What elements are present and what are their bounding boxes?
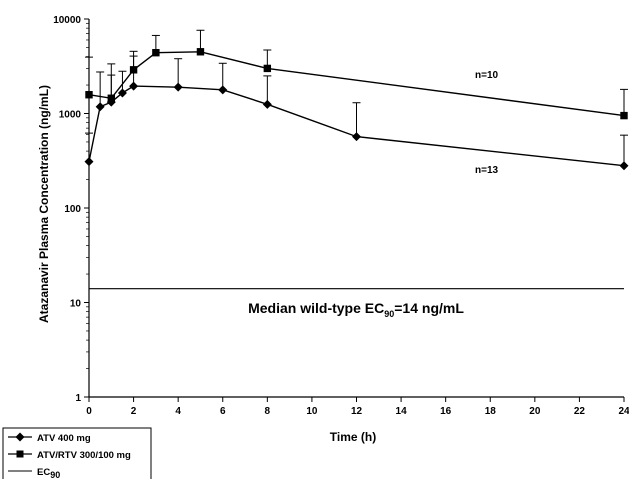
series-markers	[84, 48, 629, 171]
annotation-n-lower: n=13	[475, 165, 499, 176]
x-tick-label: 0	[86, 406, 92, 417]
x-tick-label: 4	[175, 406, 181, 417]
y-tick-label: 100	[64, 204, 81, 215]
x-tick-label: 6	[220, 406, 226, 417]
x-tick-label: 10	[306, 406, 318, 417]
point-atv-rtv	[152, 48, 160, 57]
x-tick-label: 14	[396, 406, 408, 417]
legend-square-icon	[16, 450, 24, 458]
point-atv-rtv	[196, 48, 205, 56]
series-line-atv	[88, 85, 625, 167]
x-tick-label: 12	[351, 406, 363, 417]
ec90-annotation: Median wild-type EC90=14 ng/mL	[248, 300, 464, 319]
error-bars	[85, 29, 628, 166]
x-tick-label: 16	[440, 406, 452, 417]
point-atv-rtv	[129, 66, 138, 74]
x-axis-title: Time (h)	[330, 430, 376, 444]
legend-diamond-icon	[15, 432, 25, 442]
point-atv	[129, 81, 139, 91]
point-atv-rtv	[620, 111, 628, 120]
legend-item-atv: ATV 400 mg	[37, 433, 91, 444]
point-atv	[173, 82, 183, 92]
y-axis-title: Atazanavir Plasma Concentration (ng/mL)	[37, 85, 51, 323]
legend: ATV 400 mg ATV/RTV 300/100 mg EC90	[2, 427, 152, 479]
point-atv	[95, 102, 105, 112]
point-atv	[84, 157, 94, 167]
y-tick-label: 10000	[53, 15, 81, 26]
y-tick-label: 10	[70, 299, 82, 310]
legend-item-atv-rtv: ATV/RTV 300/100 mg	[37, 450, 131, 461]
y-tick-label: 1000	[59, 110, 82, 121]
point-atv-rtv	[107, 94, 115, 102]
point-atv	[352, 132, 361, 142]
point-atv	[117, 88, 127, 98]
y-tick-label: 1	[75, 393, 81, 404]
point-atv-rtv	[85, 91, 93, 99]
point-atv-rtv	[263, 64, 272, 73]
x-tick-label: 18	[485, 406, 497, 417]
annotation-n-upper: n=10	[475, 70, 499, 81]
legend-item-ec90: EC90	[37, 467, 60, 479]
x-tick-label: 2	[131, 406, 137, 417]
x-tick-label: 24	[618, 406, 629, 417]
point-atv	[218, 85, 228, 95]
point-atv	[619, 161, 629, 171]
x-tick-label: 22	[574, 406, 586, 417]
point-atv	[262, 99, 272, 109]
x-tick-label: 20	[529, 406, 541, 417]
x-tick-label: 8	[265, 406, 271, 417]
